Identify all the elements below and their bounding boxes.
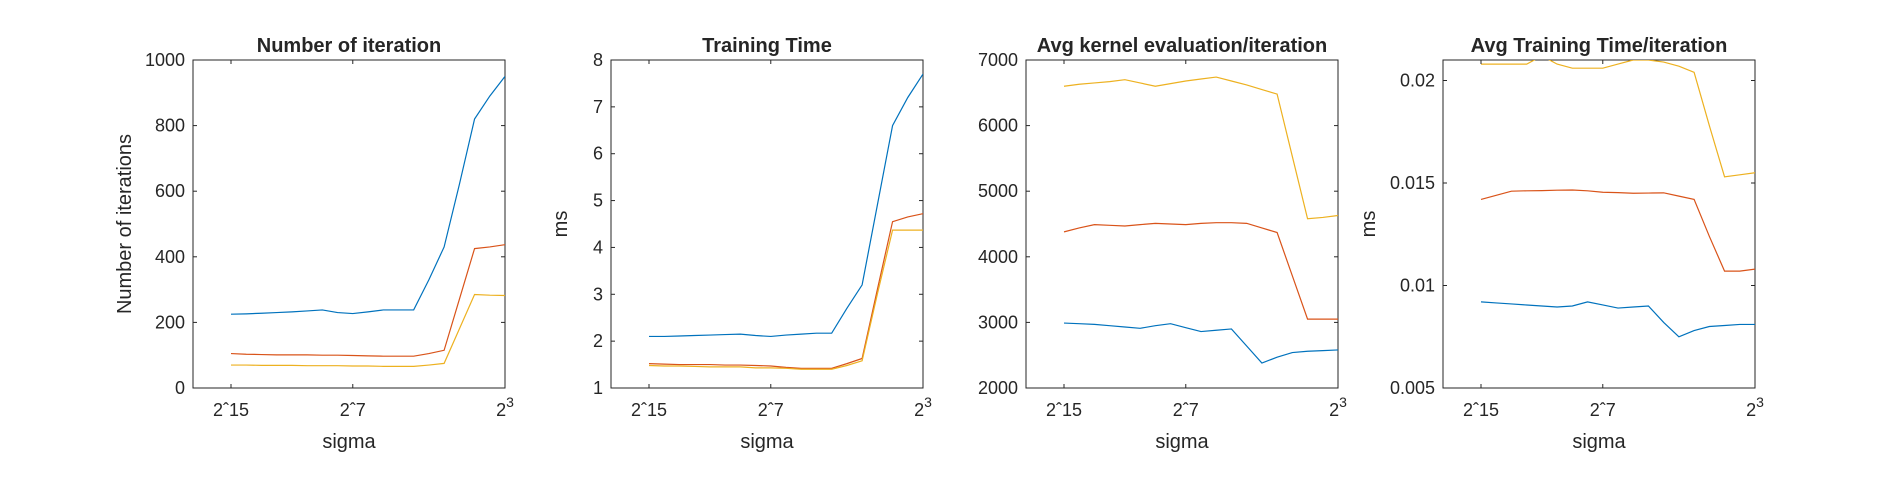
chart-panel-3: 2000 3000 4000 5000 6000 7000 2ˆ15 2ˆ7 23 Avg ker… bbox=[978, 35, 1347, 453]
axes-box bbox=[192, 59, 506, 389]
series-line-1 bbox=[230, 76, 505, 315]
x-tick-label-base: 2ˆ7 bbox=[340, 400, 366, 420]
series-line-2 bbox=[1063, 222, 1338, 320]
x-tick-label-base: 2ˆ15 bbox=[1046, 400, 1082, 420]
y-axis-label: ms bbox=[550, 211, 572, 238]
y-tick-label: 0.015 bbox=[1390, 173, 1435, 193]
x-tick-label: 2ˆ7 bbox=[1173, 400, 1199, 420]
y-tick-label: 4000 bbox=[978, 247, 1018, 267]
x-tick-label: 2ˆ7 bbox=[758, 400, 784, 420]
y-tick-label: 8 bbox=[593, 50, 603, 70]
x-tick-label: 23 bbox=[1746, 394, 1764, 420]
y-tick-label: 2000 bbox=[978, 378, 1018, 398]
chart-panel-4: 0.005 0.01 0.015 0.02 2ˆ15 2ˆ7 23 Avg Training … bbox=[1358, 35, 1764, 453]
y-tick-label: 3000 bbox=[978, 312, 1018, 332]
x-tick-label: 2ˆ15 bbox=[213, 400, 249, 420]
x-tick-label: 23 bbox=[496, 394, 514, 420]
y-tick-label: 800 bbox=[155, 116, 185, 136]
x-tick-label: 23 bbox=[914, 394, 932, 420]
y-tick-label: 1000 bbox=[145, 50, 185, 70]
y-tick-label: 200 bbox=[155, 312, 185, 332]
series-line-2 bbox=[1480, 189, 1755, 272]
y-tick-label: 2 bbox=[593, 331, 603, 351]
x-tick-label-superscript: 3 bbox=[1339, 394, 1347, 410]
x-tick-label: 2ˆ15 bbox=[1046, 400, 1082, 420]
x-axis-label: sigma bbox=[1155, 431, 1209, 453]
x-tick-label-base: 2ˆ7 bbox=[1590, 400, 1616, 420]
x-tick-label: 2ˆ15 bbox=[1463, 400, 1499, 420]
chart-title: Avg kernel evaluation/iteration bbox=[1037, 35, 1327, 57]
x-tick-label-base: 2ˆ7 bbox=[758, 400, 784, 420]
x-tick-label-base: 2ˆ15 bbox=[213, 400, 249, 420]
x-tick-label-base: 2ˆ7 bbox=[1173, 400, 1199, 420]
series-line-2 bbox=[648, 213, 923, 369]
x-tick-label-base: 2ˆ15 bbox=[1463, 400, 1499, 420]
y-axis-label: ms bbox=[1358, 211, 1380, 238]
series-line-3 bbox=[1481, 60, 1755, 178]
axes-box bbox=[1025, 59, 1339, 389]
y-tick-label: 0.02 bbox=[1400, 71, 1435, 91]
y-tick-label: 7 bbox=[593, 97, 603, 117]
x-tick-label: 23 bbox=[1329, 394, 1347, 420]
axes-box bbox=[610, 59, 924, 389]
x-tick-label-superscript: 3 bbox=[506, 394, 514, 410]
x-axis-label: sigma bbox=[322, 431, 376, 453]
y-tick-label: 1 bbox=[593, 378, 603, 398]
x-tick-label-base: 2ˆ15 bbox=[631, 400, 667, 420]
y-tick-label: 6000 bbox=[978, 116, 1018, 136]
y-tick-label: 5 bbox=[593, 191, 603, 211]
y-tick-label: 600 bbox=[155, 181, 185, 201]
x-tick-label-base: 2 bbox=[496, 400, 506, 420]
x-tick-label-superscript: 3 bbox=[1756, 394, 1764, 410]
chart-panel-1: 0 200 400 600 800 1000 2ˆ15 2ˆ7 23 Number of iter… bbox=[114, 35, 514, 453]
y-tick-label: 4 bbox=[593, 237, 603, 257]
y-tick-label: 7000 bbox=[978, 50, 1018, 70]
y-tick-label: 5000 bbox=[978, 181, 1018, 201]
y-tick-label: 0 bbox=[175, 378, 185, 398]
x-tick-label-base: 2 bbox=[914, 400, 924, 420]
y-tick-label: 0.01 bbox=[1400, 276, 1435, 296]
axes-box bbox=[1442, 59, 1756, 389]
series-line-2 bbox=[230, 244, 505, 357]
y-tick-label: 0.005 bbox=[1390, 378, 1435, 398]
chart-title: Avg Training Time/iteration bbox=[1471, 35, 1728, 57]
x-tick-label-base: 2 bbox=[1746, 400, 1756, 420]
series-line-3 bbox=[648, 229, 923, 370]
x-tick-label-superscript: 3 bbox=[924, 394, 932, 410]
x-axis-label: sigma bbox=[740, 431, 794, 453]
series-line-3 bbox=[1063, 76, 1338, 220]
x-tick-label: 2ˆ7 bbox=[1590, 400, 1616, 420]
x-tick-label-base: 2 bbox=[1329, 400, 1339, 420]
x-tick-label: 2ˆ15 bbox=[631, 400, 667, 420]
y-axis-label: Number of iterations bbox=[114, 134, 136, 314]
x-axis-label: sigma bbox=[1572, 431, 1626, 453]
y-tick-label: 6 bbox=[593, 144, 603, 164]
series-line-1 bbox=[649, 73, 923, 338]
chart-title: Training Time bbox=[702, 35, 832, 57]
x-tick-label: 2ˆ7 bbox=[340, 400, 366, 420]
series-line-3 bbox=[231, 293, 505, 367]
chart-title: Number of iteration bbox=[257, 35, 441, 57]
series-line-1 bbox=[1480, 301, 1755, 338]
y-tick-label: 3 bbox=[593, 284, 603, 304]
y-tick-label: 400 bbox=[155, 247, 185, 267]
series-line-1 bbox=[1063, 322, 1338, 364]
